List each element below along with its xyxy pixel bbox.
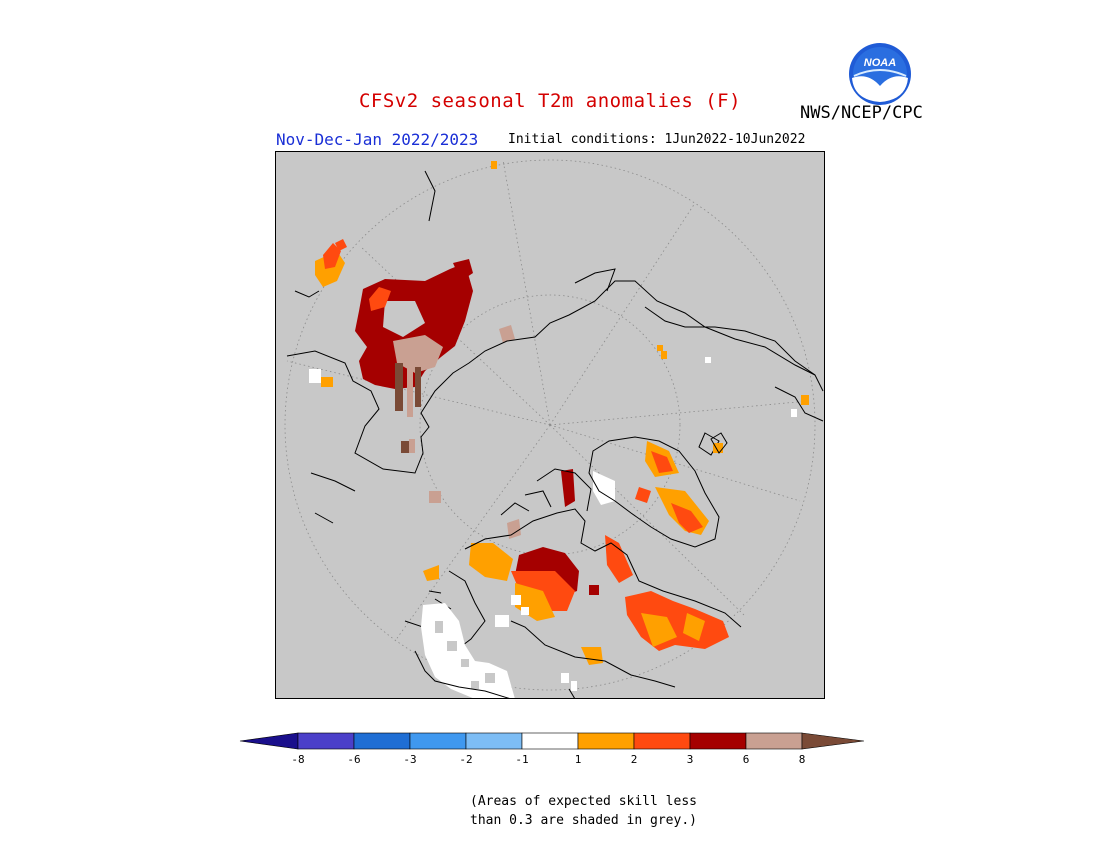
colorbar-bin bbox=[465, 732, 523, 750]
colorbar-tick-label: 2 bbox=[631, 753, 638, 766]
greenland-coastline bbox=[588, 432, 728, 548]
skill-note-line-2: than 0.3 are shaded in grey.) bbox=[470, 813, 697, 828]
colorbar-bin bbox=[297, 732, 355, 750]
colorbar-bin bbox=[521, 732, 579, 750]
colorbar-tick-label: -8 bbox=[291, 753, 304, 766]
color-legend: -8 -6 -3 -2 -1 1 2 3 6 8 bbox=[238, 731, 865, 781]
colorbar-tick-label: 1 bbox=[575, 753, 582, 766]
colorbar-arrow-high bbox=[801, 732, 865, 750]
logo-text: NOAA bbox=[864, 57, 896, 69]
skill-note-line-1: (Areas of expected skill less bbox=[470, 794, 697, 809]
colorbar-bin bbox=[577, 732, 635, 750]
initial-conditions-label: Initial conditions: 1Jun2022-10Jun2022 bbox=[508, 132, 806, 147]
siberia-anomaly-region bbox=[309, 161, 515, 503]
alaska-coastline bbox=[644, 306, 824, 456]
colorbar-tick-label: -3 bbox=[403, 753, 416, 766]
eurasia-coastline bbox=[286, 170, 816, 524]
colorbar-tick-label: 6 bbox=[743, 753, 750, 766]
anomaly-map bbox=[274, 150, 826, 700]
colorbar-bin bbox=[409, 732, 467, 750]
colorbar-bin bbox=[353, 732, 411, 750]
colorbar-bin bbox=[633, 732, 691, 750]
colorbar-bin bbox=[745, 732, 803, 750]
colorbar-tick-label: -1 bbox=[515, 753, 528, 766]
colorbar-tick-label: -2 bbox=[459, 753, 472, 766]
outer-latitude-circle bbox=[284, 159, 816, 691]
skill-note: (Areas of expected skill less than 0.3 a… bbox=[470, 792, 730, 830]
colorbar-tick-label: -6 bbox=[347, 753, 360, 766]
colorbar-tick-label: 8 bbox=[799, 753, 806, 766]
season-label: Nov-Dec-Jan 2022/2023 bbox=[276, 130, 479, 149]
noaa-logo: NOAA bbox=[848, 42, 912, 106]
inner-latitude-circle bbox=[419, 294, 681, 556]
agency-label: NWS/NCEP/CPC bbox=[800, 103, 923, 123]
greenland-anomaly-region bbox=[593, 441, 723, 535]
colorbar-arrow-low bbox=[239, 732, 299, 750]
colorbar-bin bbox=[689, 732, 747, 750]
north-america-grey-patches bbox=[435, 621, 495, 689]
north-america-coastline bbox=[414, 650, 576, 700]
beringia-region bbox=[657, 345, 809, 417]
chart-title: CFSv2 seasonal T2m anomalies (F) bbox=[358, 90, 742, 112]
colorbar-tick-label: 3 bbox=[687, 753, 694, 766]
canadian-arctic-anomaly-region bbox=[423, 469, 729, 665]
